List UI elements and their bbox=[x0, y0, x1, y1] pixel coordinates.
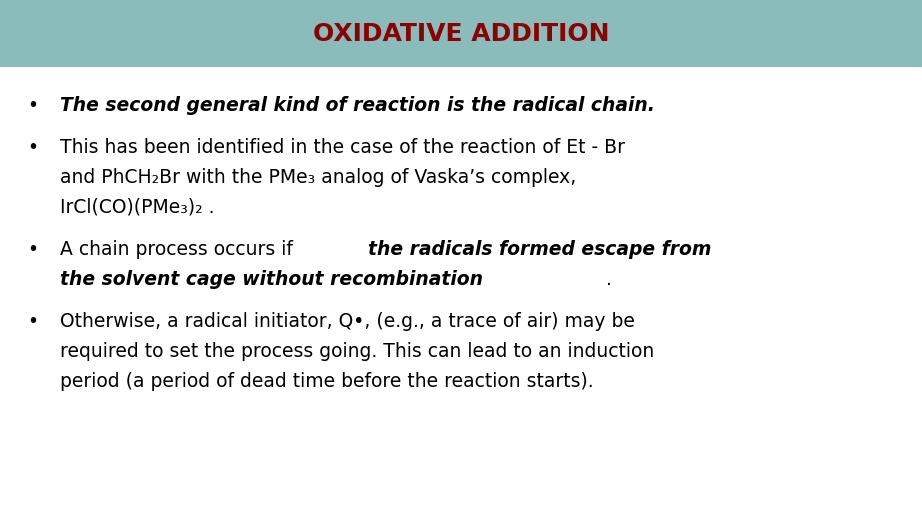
Text: IrCl(CO)(PMe₃)₂ .: IrCl(CO)(PMe₃)₂ . bbox=[60, 198, 215, 217]
Text: Otherwise, a radical initiator, Q•, (e.g., a trace of air) may be: Otherwise, a radical initiator, Q•, (e.g… bbox=[60, 312, 635, 331]
Text: and PhCH₂Br with the PMe₃ analog of Vaska’s complex,: and PhCH₂Br with the PMe₃ analog of Vask… bbox=[60, 168, 576, 187]
Text: .: . bbox=[606, 270, 611, 289]
Text: the solvent cage without recombination: the solvent cage without recombination bbox=[60, 270, 483, 289]
Text: The second general kind of reaction is the radical chain.: The second general kind of reaction is t… bbox=[60, 96, 655, 115]
Text: •: • bbox=[28, 96, 39, 115]
Text: the radicals formed escape from: the radicals formed escape from bbox=[368, 240, 712, 259]
Text: required to set the process going. This can lead to an induction: required to set the process going. This … bbox=[60, 342, 655, 361]
Text: period (a period of dead time before the reaction starts).: period (a period of dead time before the… bbox=[60, 372, 594, 391]
Text: OXIDATIVE ADDITION: OXIDATIVE ADDITION bbox=[313, 22, 609, 46]
Text: This has been identified in the case of the reaction of Et - Br: This has been identified in the case of … bbox=[60, 138, 625, 157]
Text: A chain process occurs if: A chain process occurs if bbox=[60, 240, 299, 259]
Text: •: • bbox=[28, 240, 39, 259]
Text: •: • bbox=[28, 312, 39, 331]
Text: •: • bbox=[28, 138, 39, 157]
Bar bbox=[0, 0, 922, 67]
